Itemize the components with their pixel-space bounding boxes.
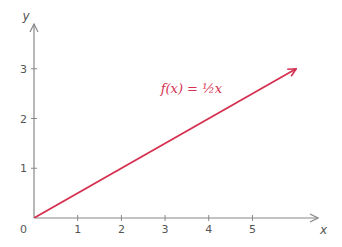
- x-tick-label: 3: [162, 223, 169, 236]
- chart-container: 1 2 3 4 5 1 2 3 x y f(x) = ½x 0: [0, 0, 342, 247]
- x-tick-label: 4: [205, 223, 212, 236]
- x-tick-label: 1: [74, 223, 81, 236]
- function-label: f(x) = ½x: [160, 81, 223, 96]
- x-tick: [77, 215, 78, 221]
- y-axis: [33, 24, 34, 218]
- x-tick-label: 5: [249, 223, 256, 236]
- chart-svg: 1 2 3 4 5 1 2 3 x y f(x) = ½x 0: [0, 0, 342, 247]
- x-axis-label: x: [319, 223, 328, 237]
- x-tick: [252, 215, 253, 221]
- origin-label: 0: [20, 223, 27, 236]
- y-axis-label: y: [21, 9, 30, 23]
- x-tick: [121, 215, 122, 221]
- plot-area: [34, 69, 296, 218]
- x-axis: [34, 217, 318, 218]
- y-tick: [31, 68, 37, 69]
- y-tick: [31, 168, 37, 169]
- x-tick: [165, 215, 166, 221]
- x-tick: [208, 215, 209, 221]
- function-line: [34, 69, 296, 218]
- x-tick-label: 2: [118, 223, 125, 236]
- y-tick-label: 3: [20, 63, 27, 76]
- y-tick-label: 2: [20, 113, 27, 126]
- y-tick-label: 1: [20, 162, 27, 175]
- y-tick: [31, 118, 37, 119]
